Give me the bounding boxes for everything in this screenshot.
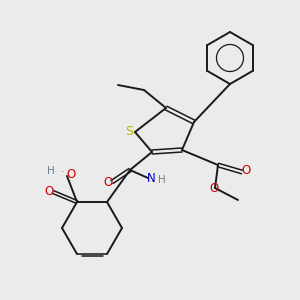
Text: H: H [158, 175, 166, 185]
Text: O: O [103, 176, 112, 188]
Text: N: N [147, 172, 155, 184]
Text: S: S [125, 125, 134, 138]
Text: O: O [242, 164, 251, 178]
Text: O: O [44, 184, 54, 197]
Text: O: O [209, 182, 219, 196]
Text: ·: · [61, 167, 65, 177]
Text: O: O [66, 167, 76, 181]
Text: H: H [47, 166, 55, 176]
